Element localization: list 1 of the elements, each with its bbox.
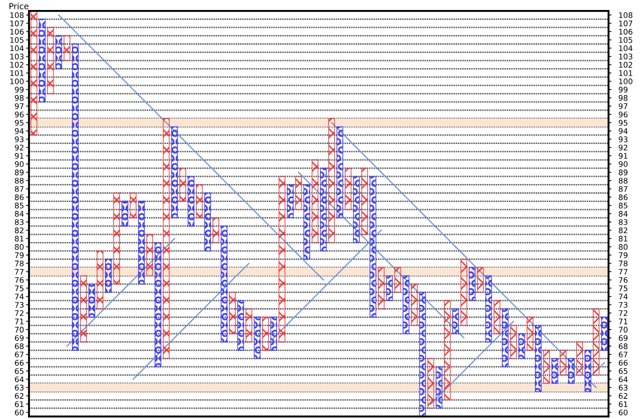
y-axis-title: Price (9, 2, 29, 10)
